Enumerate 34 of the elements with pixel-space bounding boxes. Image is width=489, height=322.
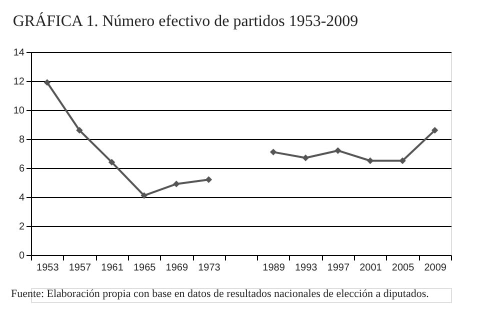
y-tick-label: 8	[18, 134, 25, 146]
x-tick-label: 2001	[360, 262, 382, 274]
point	[140, 192, 148, 199]
point	[270, 148, 277, 156]
y-tick-label: 0	[18, 250, 25, 262]
point	[399, 157, 406, 164]
y-tick-label: 4	[18, 192, 25, 204]
source-note: Fuente: Elaboración propia con base en datos de resultados nacionales de elección a diputados.	[11, 288, 430, 300]
point	[302, 154, 309, 162]
point	[431, 126, 438, 134]
x-tick-label: 1961	[101, 262, 124, 274]
y-tick-label: 10	[13, 106, 25, 116]
y-tick-label: 12	[13, 76, 25, 88]
x-tick-label: 2005	[392, 262, 415, 274]
x-tick-label: 1953	[36, 262, 60, 274]
x-tick-label: 1957	[68, 262, 92, 274]
point	[108, 158, 116, 166]
y-tick-label: 2	[18, 222, 25, 232]
x-tick-label: 1997	[327, 262, 350, 274]
x-tick-label: 1965	[133, 262, 156, 274]
point	[173, 180, 180, 188]
point	[76, 126, 83, 134]
point	[44, 79, 51, 86]
y-tick-label: 6	[18, 164, 25, 174]
x-tick-label: 1969	[166, 262, 188, 274]
point	[205, 176, 212, 183]
x-tick-label: 1973	[198, 262, 221, 274]
x-tick-label: 2009	[424, 262, 447, 274]
x-tick-label: 1989	[262, 262, 286, 274]
point	[366, 157, 374, 164]
point	[334, 147, 342, 154]
y-tick-label: 14	[13, 48, 25, 58]
chart-title: GRÁFICA 1. Número efectivo de partidos 1953-2009	[12, 12, 358, 30]
x-tick-label: 1993	[294, 262, 318, 274]
